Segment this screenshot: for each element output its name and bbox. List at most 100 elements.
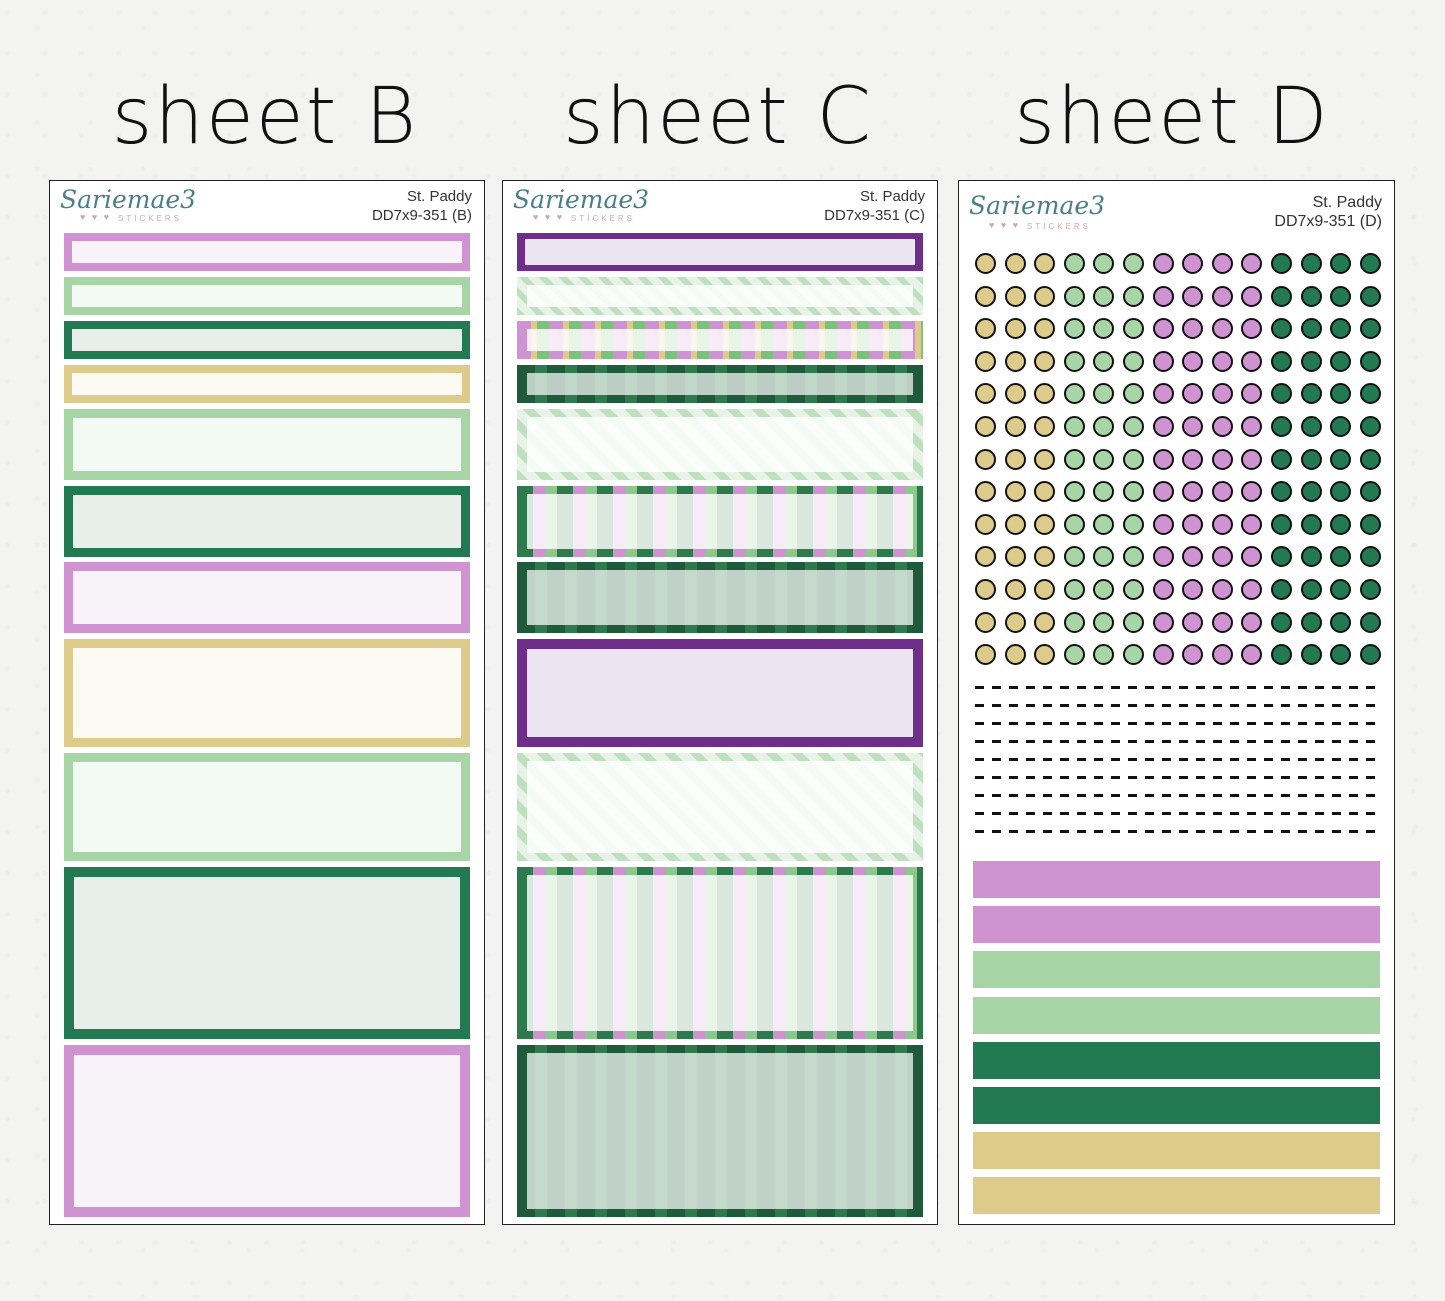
dot-sticker bbox=[1359, 579, 1381, 600]
brand-subtitle: STICKERS bbox=[1027, 222, 1092, 231]
dot-sticker bbox=[1359, 416, 1381, 437]
dot-sticker bbox=[1211, 579, 1233, 600]
sticker-box bbox=[64, 365, 470, 403]
dot-sticker bbox=[1004, 253, 1026, 274]
dot-sticker bbox=[1359, 448, 1381, 470]
dot-sticker bbox=[1093, 383, 1115, 405]
dot-sticker bbox=[1004, 481, 1026, 503]
dot-sticker bbox=[1300, 579, 1322, 600]
strip-sticker bbox=[973, 1041, 1380, 1079]
dot-sticker bbox=[1241, 350, 1263, 372]
sticker-box bbox=[64, 639, 470, 747]
dot-sticker bbox=[1034, 350, 1056, 372]
dot-sticker bbox=[1123, 318, 1144, 340]
dot-sticker bbox=[1123, 285, 1144, 307]
dot-sticker bbox=[1330, 416, 1352, 437]
dot-sticker bbox=[1123, 546, 1144, 568]
dot-sticker bbox=[1152, 285, 1174, 307]
dot-sticker bbox=[1152, 416, 1174, 437]
dot-sticker bbox=[1004, 546, 1026, 568]
sheet-code: DD7x9-351 (D) bbox=[1274, 213, 1382, 230]
sticker-box bbox=[64, 321, 470, 359]
dot-sticker bbox=[1330, 546, 1352, 568]
dot-sticker bbox=[1152, 350, 1174, 372]
dot-sticker bbox=[1241, 285, 1263, 307]
dot-sticker bbox=[1211, 350, 1233, 372]
dot-sticker bbox=[1093, 350, 1115, 372]
dot-sticker bbox=[975, 416, 996, 437]
dot-sticker bbox=[1271, 546, 1292, 568]
dot-sticker bbox=[1330, 448, 1352, 470]
dot-sticker bbox=[1359, 611, 1381, 633]
dot-sticker bbox=[1271, 513, 1292, 535]
sheet-theme: St. Paddy bbox=[406, 188, 472, 205]
dash-row bbox=[975, 722, 1380, 725]
dot-sticker bbox=[1271, 611, 1292, 633]
dot-sticker bbox=[1063, 318, 1085, 340]
sheet-code: DD7x9-351 (B) bbox=[371, 207, 472, 224]
dot-sticker bbox=[1093, 318, 1115, 340]
dot-sticker bbox=[1182, 416, 1204, 437]
dot-sticker bbox=[1211, 611, 1233, 633]
dot-sticker bbox=[1004, 318, 1026, 340]
dash-row bbox=[975, 686, 1380, 689]
dot-sticker bbox=[1004, 350, 1026, 372]
dot-sticker bbox=[1034, 644, 1056, 666]
patterned-sticker bbox=[517, 867, 923, 1039]
sheet-label: St. Paddy DD7x9-351 (B) bbox=[372, 187, 472, 225]
dot-sticker bbox=[1271, 383, 1292, 405]
patterned-sticker bbox=[517, 321, 923, 359]
dot-sticker bbox=[1271, 285, 1292, 307]
dot-sticker bbox=[975, 513, 996, 535]
dot-sticker bbox=[1093, 448, 1115, 470]
dot-sticker bbox=[1241, 253, 1263, 274]
dot-sticker bbox=[1359, 481, 1381, 503]
dot-sticker bbox=[1093, 644, 1115, 666]
dot-sticker bbox=[1330, 350, 1352, 372]
sticker-sheet-b: Sariemae3 ♥ ♥ ♥ STICKERS St. Paddy DD7x9… bbox=[49, 180, 485, 1225]
dot-sticker bbox=[1152, 513, 1174, 535]
dot-sticker bbox=[1152, 253, 1174, 274]
dot-sticker bbox=[975, 644, 996, 666]
dot-sticker bbox=[1004, 644, 1026, 666]
dot-sticker bbox=[1182, 481, 1204, 503]
dot-sticker bbox=[1034, 546, 1056, 568]
dot-sticker bbox=[1093, 416, 1115, 437]
dot-sticker bbox=[1004, 513, 1026, 535]
dot-sticker bbox=[1182, 350, 1204, 372]
dot-sticker bbox=[1271, 448, 1292, 470]
dot-sticker bbox=[1152, 546, 1174, 568]
sticker-sheet-c: Sariemae3 ♥ ♥ ♥ STICKERS St. Paddy DD7x9… bbox=[502, 180, 938, 1225]
dot-sticker bbox=[1034, 285, 1056, 307]
sticker-sheet-d: Sariemae3 ♥ ♥ ♥ STICKERS St. Paddy DD7x9… bbox=[958, 180, 1395, 1225]
dot-sticker bbox=[1152, 383, 1174, 405]
dot-sticker bbox=[1300, 285, 1322, 307]
dot-sticker bbox=[975, 383, 996, 405]
dot-sticker bbox=[1241, 416, 1263, 437]
dot-sticker bbox=[1359, 383, 1381, 405]
dot-sticker bbox=[1211, 253, 1233, 274]
dot-sticker bbox=[1330, 513, 1352, 535]
dot-sticker bbox=[1271, 579, 1292, 600]
dot-sticker bbox=[1034, 611, 1056, 633]
dot-sticker bbox=[1063, 350, 1085, 372]
dot-sticker bbox=[1004, 285, 1026, 307]
dash-row bbox=[975, 830, 1380, 833]
dot-sticker bbox=[1093, 546, 1115, 568]
dot-sticker bbox=[1330, 579, 1352, 600]
dot-sticker bbox=[1182, 383, 1204, 405]
dot-sticker bbox=[1034, 579, 1056, 600]
dot-sticker bbox=[1330, 644, 1352, 666]
dot-sticker bbox=[975, 611, 996, 633]
dot-sticker bbox=[1300, 546, 1322, 568]
sticker-box bbox=[64, 277, 470, 315]
dot-sticker bbox=[975, 448, 996, 470]
brand-subtitle: STICKERS bbox=[118, 214, 183, 223]
dot-sticker bbox=[1063, 481, 1085, 503]
dot-sticker bbox=[1211, 448, 1233, 470]
patterned-sticker bbox=[517, 365, 923, 403]
hearts-icon: ♥ ♥ ♥ bbox=[80, 212, 112, 222]
dot-sticker bbox=[1211, 383, 1233, 405]
patterned-sticker bbox=[517, 753, 923, 861]
sheet-theme: St. Paddy bbox=[1312, 194, 1382, 211]
